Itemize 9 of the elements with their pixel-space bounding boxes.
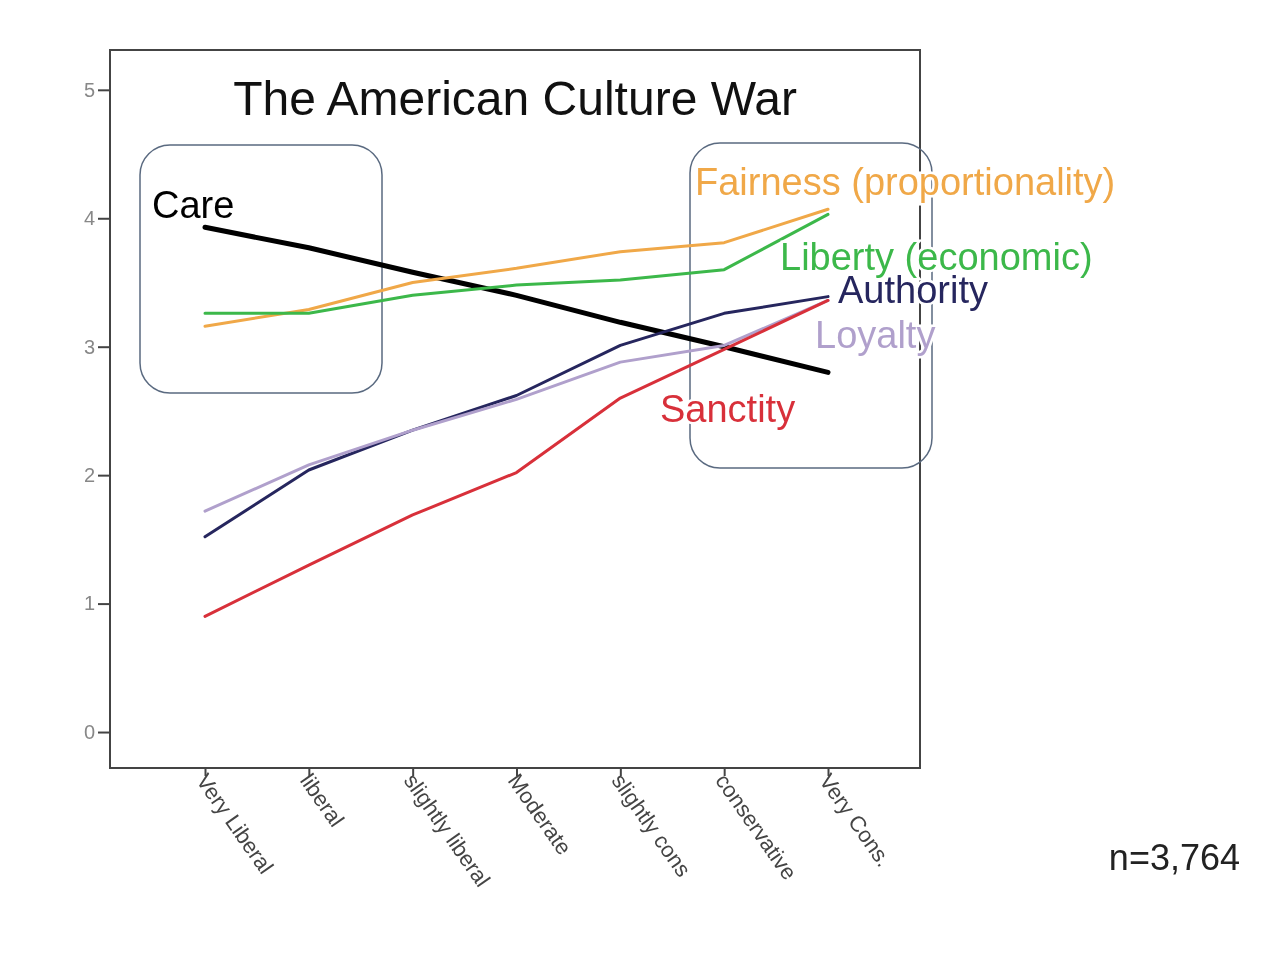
y-tick-label: 1 — [83, 592, 95, 615]
text: n=3,764 — [1108, 837, 1240, 878]
series-label: Care — [152, 184, 235, 226]
y-tick-label: 4 — [83, 207, 95, 230]
y-tick-label: 3 — [83, 335, 95, 358]
text: The American Culture War — [233, 72, 797, 125]
y-tick-label: 5 — [83, 78, 95, 101]
y-tick-label: 2 — [83, 464, 95, 487]
y-tick-label: 0 — [83, 720, 95, 743]
